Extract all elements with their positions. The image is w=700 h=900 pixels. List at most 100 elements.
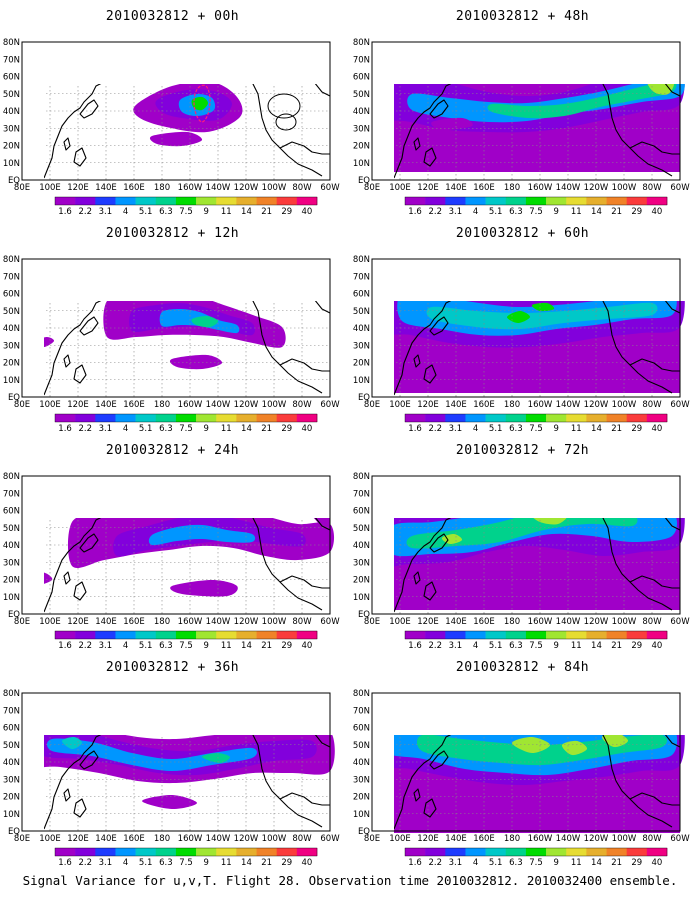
colorbar-label: 9 — [203, 207, 208, 217]
longitude-label: 140E — [445, 617, 467, 627]
longitude-label: 120E — [67, 183, 89, 193]
colorbar-swatch — [405, 197, 426, 205]
longitude-label: 120W — [234, 400, 259, 410]
longitude-label: 160W — [178, 617, 203, 627]
longitude-label: 160E — [123, 183, 145, 193]
colorbar-swatch — [175, 197, 197, 205]
colorbar-swatch — [196, 414, 217, 422]
colorbar-swatch — [175, 414, 197, 422]
latitude-label: 80N — [3, 38, 20, 48]
colorbar-label: 29 — [281, 207, 292, 217]
longitude-label: 60W — [320, 400, 340, 410]
longitude-label: 80E — [364, 617, 380, 627]
colorbar-label: 14 — [241, 424, 252, 434]
colorbar-swatch — [75, 631, 96, 639]
colorbar-swatch — [505, 414, 527, 422]
colorbar-swatch — [276, 631, 298, 639]
panel-title: 2010032812 + 36h — [105, 660, 240, 675]
colorbar-label: 29 — [281, 858, 292, 868]
colorbar-swatch — [55, 414, 76, 422]
colorbar-swatch — [115, 197, 136, 205]
coastline — [44, 84, 102, 179]
colorbar-swatch — [525, 848, 547, 856]
coastline — [629, 141, 680, 155]
colorbar-label: 14 — [241, 207, 252, 217]
coastline — [44, 518, 102, 613]
longitude-label: 140W — [556, 617, 581, 627]
colorbar-swatch — [646, 848, 668, 856]
colorbar-swatch — [135, 631, 157, 639]
latitude-label: 20N — [353, 576, 370, 586]
map-panel-00h: 2010032812 + 00h 80E 100E 120E 140E 160E 180 16… — [0, 0, 345, 220]
coastline — [429, 533, 449, 553]
colorbar-label: 5.1 — [139, 858, 153, 868]
colorbar-swatch — [216, 848, 237, 856]
colorbar-label: 7.5 — [179, 207, 193, 217]
variance-contour-fill — [512, 736, 550, 754]
longitude-label: 140E — [445, 834, 467, 844]
variance-contour-fill — [61, 736, 83, 750]
colorbar-label: 29 — [631, 207, 642, 217]
longitude-label: 160W — [528, 183, 553, 193]
longitude-label: 80W — [292, 183, 312, 193]
colorbar-swatch — [546, 197, 567, 205]
colorbar-label: 6.3 — [509, 641, 523, 651]
colorbar-label: 9 — [553, 858, 558, 868]
coastline — [279, 575, 330, 589]
colorbar-label: 1.6 — [408, 641, 422, 651]
variance-contour-fill — [201, 753, 231, 763]
longitude-label: 120W — [234, 834, 259, 844]
panel-title: 2010032812 + 00h — [105, 9, 240, 24]
variance-contour-fill — [506, 311, 531, 323]
colorbar-label: 29 — [281, 641, 292, 651]
colorbar-swatch — [485, 631, 507, 639]
coastline — [314, 735, 331, 748]
colorbar-swatch — [135, 848, 157, 856]
longitude-label: 140W — [206, 183, 231, 193]
colorbar-label: 7.5 — [179, 424, 193, 434]
colorbar-label: 9 — [203, 424, 208, 434]
latitude-label: 70N — [3, 489, 20, 499]
panel-title: 2010032812 + 48h — [455, 9, 590, 24]
latitude-label: 80N — [353, 472, 370, 482]
coastline — [73, 581, 87, 601]
longitude-label: 140W — [206, 400, 231, 410]
longitude-label: 120W — [584, 617, 609, 627]
colorbar-swatch — [525, 414, 547, 422]
latitude-label: 80N — [353, 38, 370, 48]
map-panel-72h: 2010032812 + 72h 80E 100E 120E 140E 160E 180 16… — [350, 434, 695, 654]
coastline — [44, 735, 102, 830]
longitude-label: 120W — [584, 183, 609, 193]
longitude-label: 180 — [504, 617, 520, 627]
colorbar-swatch — [196, 631, 217, 639]
colorbar-label: 6.3 — [159, 207, 173, 217]
map-panel-12h: 2010032812 + 12h 80E 100E 120E 140E 160E 180 16… — [0, 217, 345, 437]
variance-contour-fill — [431, 117, 473, 131]
longitude-label: 160W — [178, 834, 203, 844]
latitude-label: EQ — [8, 827, 20, 837]
variance-contour-fill — [406, 518, 638, 549]
coastline — [429, 750, 449, 770]
coastline — [73, 798, 87, 818]
variance-map: 80E 100E 120E 140E 160E 180 160W 140W 120W 100W 80… — [353, 38, 690, 217]
longitude-label: 80E — [364, 183, 380, 193]
longitude-label: 60W — [670, 617, 690, 627]
colorbar-label: 21 — [611, 641, 622, 651]
coastline — [79, 533, 99, 553]
latitude-label: 50N — [3, 524, 20, 534]
longitude-label: 140W — [206, 617, 231, 627]
colorbar-swatch — [296, 197, 318, 205]
colorbar-swatch — [445, 197, 466, 205]
latitude-label: 70N — [353, 55, 370, 65]
colorbar-label: 7.5 — [529, 207, 543, 217]
colorbar-swatch — [196, 848, 217, 856]
latitude-label: 50N — [3, 741, 20, 751]
latitude-label: 20N — [353, 359, 370, 369]
colorbar-swatch — [95, 631, 116, 639]
colorbar-label: 9 — [553, 641, 558, 651]
panel-title: 2010032812 + 72h — [455, 443, 590, 458]
panel-title: 2010032812 + 12h — [105, 226, 240, 241]
colorbar-swatch — [405, 414, 426, 422]
colorbar-swatch — [606, 414, 627, 422]
coastline — [252, 518, 323, 611]
